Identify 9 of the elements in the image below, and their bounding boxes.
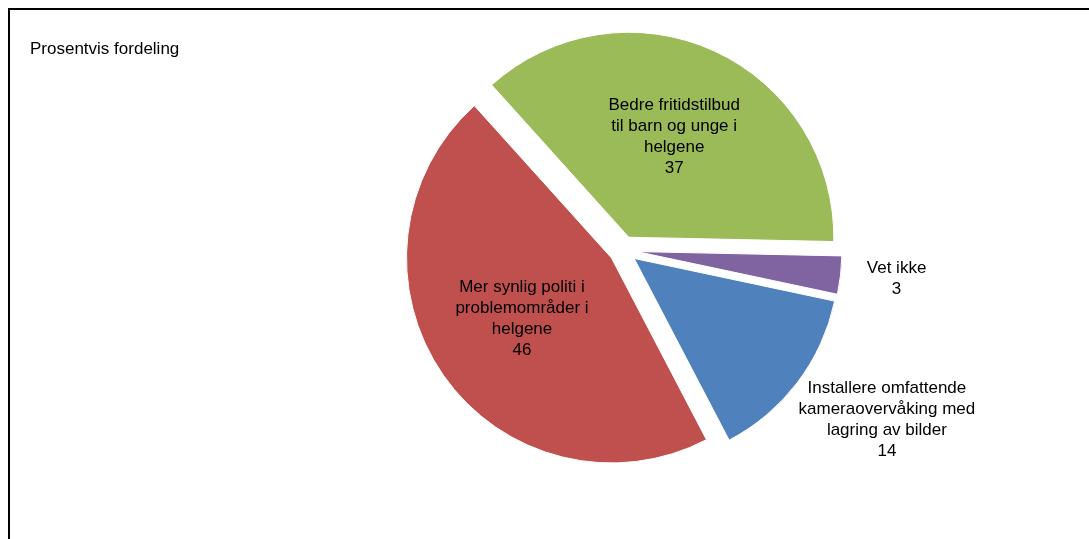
slice-label: Bedre fritidstilbud til barn og unge i helgene <box>608 94 740 156</box>
data-label: 37 <box>664 157 684 177</box>
data-label: 46 <box>512 339 532 359</box>
slice-label: Mer synlig politi i problemområder i helgene <box>455 276 589 338</box>
slice-label: Vet ikke <box>866 257 927 277</box>
data-label: 3 <box>891 278 902 298</box>
data-label: 14 <box>877 440 897 460</box>
slice-label: Installere omfattende kameraovervåking med lagring av bilder <box>798 377 976 439</box>
text: Prosentvis fordeling <box>30 39 180 58</box>
